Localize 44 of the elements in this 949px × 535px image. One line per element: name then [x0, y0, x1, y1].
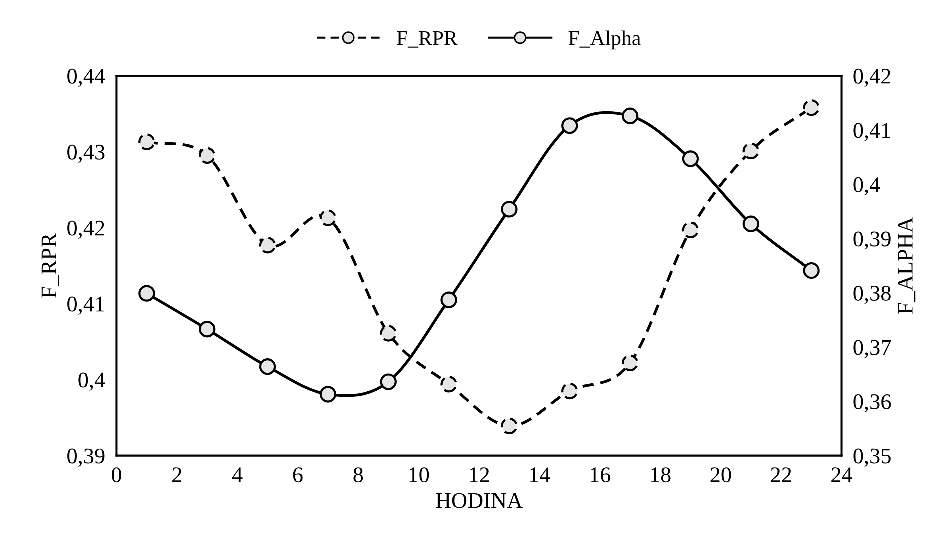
point: [320, 386, 337, 403]
x-tick-label: 2: [172, 468, 182, 482]
x-tick-label: 16: [590, 468, 611, 483]
point: [562, 118, 578, 134]
x-tick-label: 6: [293, 468, 303, 483]
x-tick-label: 22: [771, 468, 792, 482]
point: [622, 108, 639, 124]
y-tick-label: 0,42: [68, 220, 104, 240]
point: [803, 262, 820, 280]
x-tick-label: 14: [530, 468, 550, 482]
y-tick-label: 0,4: [78, 372, 106, 391]
point: [440, 292, 458, 308]
x-tick-label: 10: [410, 468, 430, 483]
legend-label: F_RPR: [397, 32, 458, 48]
y-tick-label: 0,43: [68, 144, 105, 164]
y2-tick-label: 0,36: [854, 394, 892, 413]
x-tick-label: 12: [470, 468, 490, 482]
y-axis-title: F_RPR: [42, 233, 60, 298]
y2-tick-label: 0,39: [854, 232, 891, 250]
point: [138, 285, 156, 302]
y2-tick-label: 0,38: [854, 286, 891, 304]
point: [380, 374, 397, 390]
y-tick-label: 0,44: [68, 68, 106, 88]
point: [199, 321, 216, 338]
point: [742, 216, 760, 232]
point: [682, 150, 700, 168]
y-tick-label: 0,41: [68, 296, 104, 316]
y2-tick-label: 0,41: [854, 123, 890, 142]
x-tick-label: 4: [232, 468, 243, 482]
x-axis-title: HODINA: [436, 493, 523, 508]
legend-label: F_Alpha: [568, 30, 641, 50]
x-tick-label: 18: [651, 468, 671, 483]
y2-tick-label: 0,35: [854, 448, 891, 467]
point: [259, 358, 276, 376]
x-tick-label: 24: [832, 468, 853, 482]
y-tick-label: 0,39: [68, 448, 105, 467]
x-tick-label: 8: [354, 468, 364, 483]
y2-tick-label: 0,4: [854, 177, 880, 196]
y2-axis-title: F_ALPHA: [898, 217, 916, 314]
x-tick-label: 20: [710, 468, 732, 483]
y2-tick-label: 0,42: [854, 68, 891, 88]
point: [501, 201, 518, 218]
y2-tick-label: 0,37: [854, 340, 892, 358]
x-tick-label: 0: [112, 468, 122, 483]
